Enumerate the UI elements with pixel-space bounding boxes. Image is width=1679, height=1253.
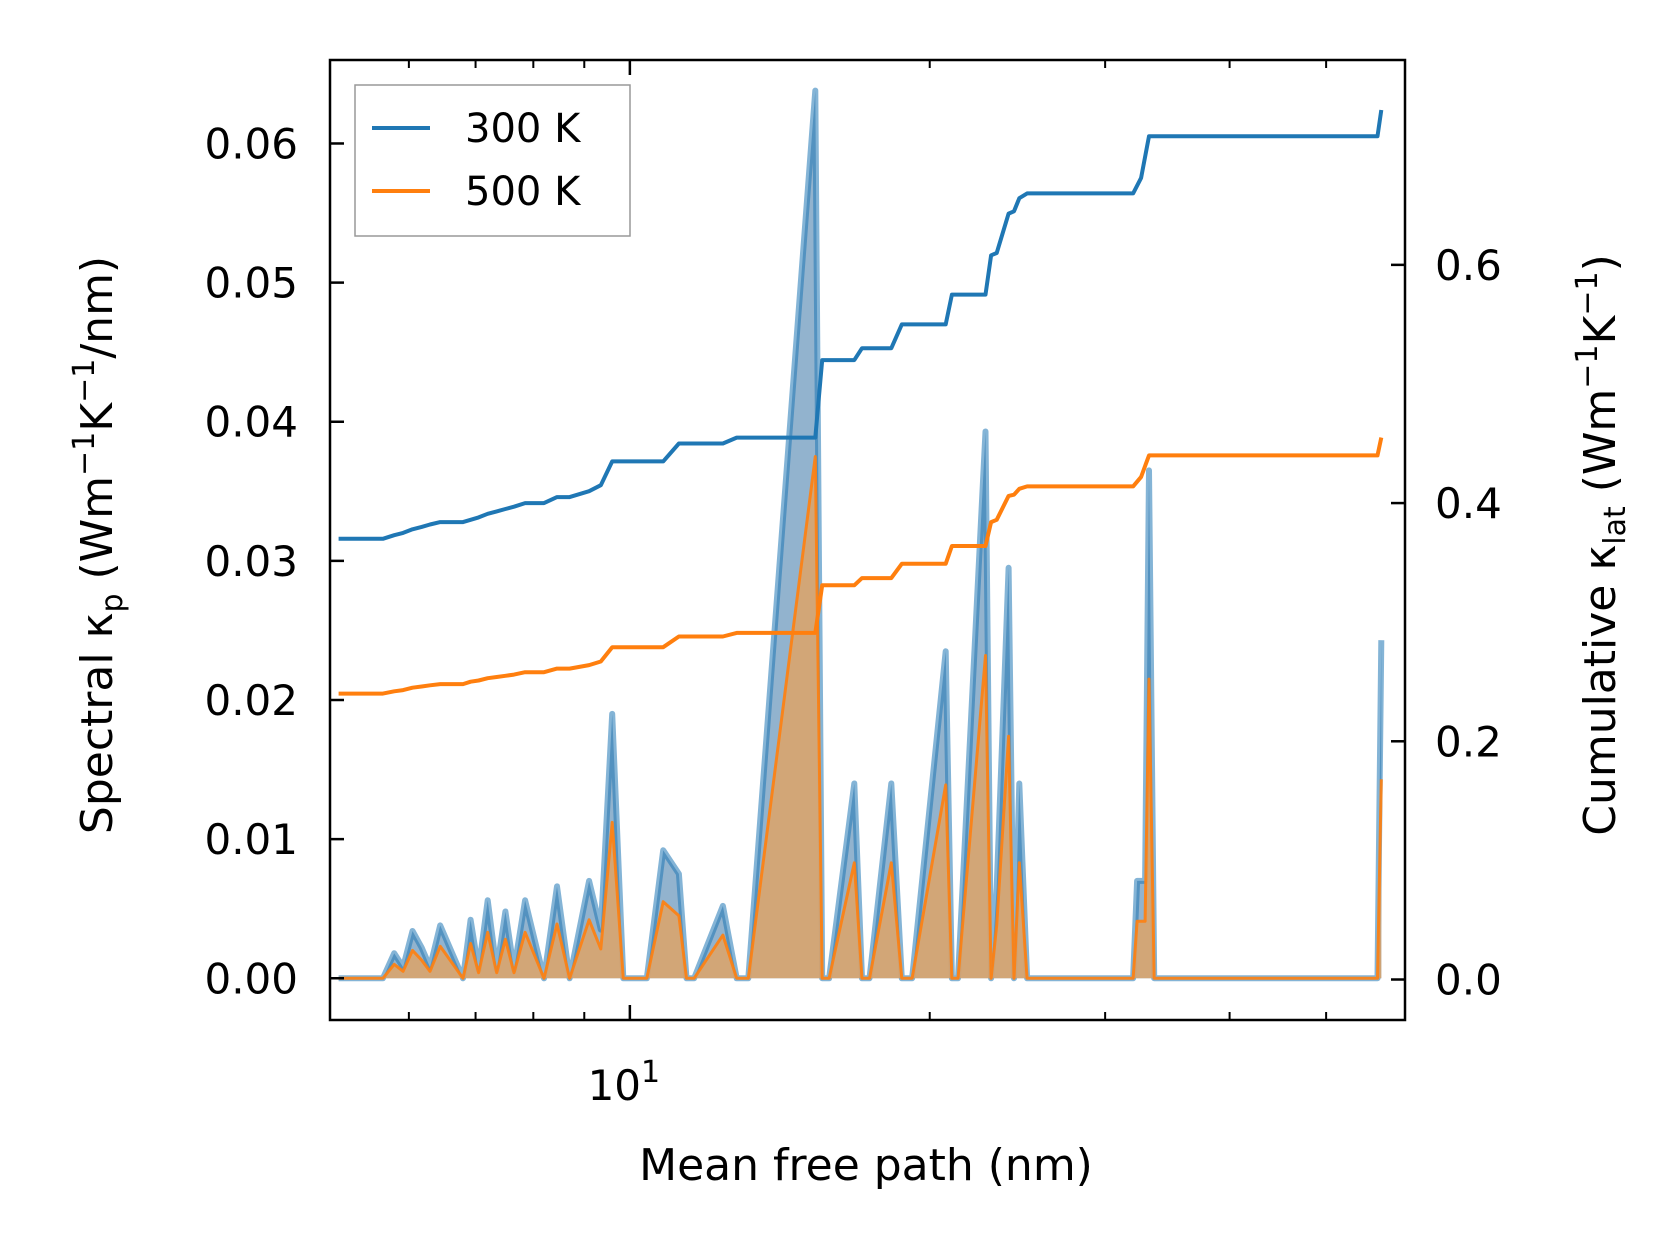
left-y-tick-label: 0.04 — [204, 398, 298, 447]
left-y-tick-label: 0.02 — [204, 676, 298, 725]
right-y-tick-label: 0.4 — [1435, 479, 1502, 528]
left-y-tick-label: 0.06 — [204, 119, 298, 168]
left-y-tick-label: 0.05 — [204, 259, 298, 308]
y-axis-label-left: Spectral κp (Wm−1K−1/nm) — [67, 256, 130, 834]
legend-label-300k: 300 K — [465, 106, 582, 152]
cumulative-line-300k — [338, 109, 1384, 541]
legend: 300 K 500 K — [354, 84, 631, 237]
x-tick-label: 101 — [588, 1055, 661, 1110]
left-y-tick-label: 0.01 — [204, 815, 298, 864]
x-axis-label: Mean free path (nm) — [639, 1140, 1093, 1191]
y-axis-label-right: Cumulative κlat (Wm−1K−1) — [1570, 254, 1633, 836]
spectral-fills — [338, 87, 1385, 982]
left-y-tick-label: 0.00 — [204, 954, 298, 1003]
right-y-tick-label: 0.6 — [1435, 241, 1502, 290]
legend-label-500k: 500 K — [465, 169, 582, 215]
left-y-tick-label: 0.03 — [204, 537, 298, 586]
spectral-outline-500k — [338, 455, 1383, 980]
right-y-tick-label: 0.2 — [1435, 717, 1502, 766]
data-lines — [338, 109, 1384, 696]
plot-frame — [328, 58, 1407, 1022]
cumulative-line-500k — [338, 437, 1384, 696]
axes: 0.00 0.01 0.02 0.03 0.04 0.05 0.06 0.0 0.2 0.4 0.6… — [204, 58, 1502, 1110]
right-y-tick-label: 0.0 — [1435, 956, 1502, 1005]
legend-frame — [354, 84, 631, 237]
